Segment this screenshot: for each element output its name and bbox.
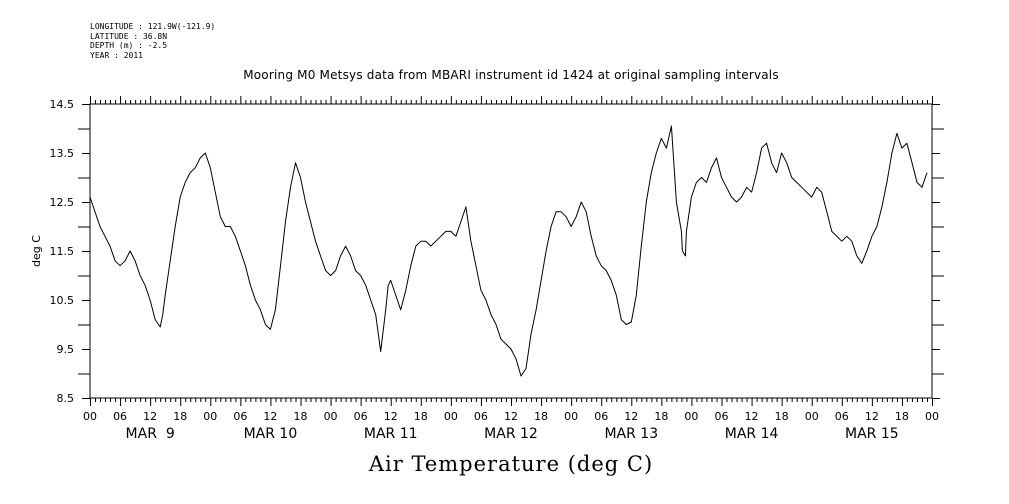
x-tick-label: 06	[233, 410, 247, 423]
x-tick-label: 12	[504, 410, 518, 423]
depth-text: DEPTH (m) : -2.5	[90, 41, 168, 50]
y-tick-label: 13.5	[50, 147, 75, 160]
x-date-label: MAR 13	[604, 426, 658, 442]
x-tick-label: 06	[715, 410, 729, 423]
x-tick-label: 00	[805, 410, 819, 423]
x-tick-label: 00	[925, 410, 939, 423]
x-tick-label: 12	[745, 410, 759, 423]
x-tick-label: 00	[324, 410, 338, 423]
y-tick-label: 14.5	[50, 98, 75, 111]
y-tick-label: 9.5	[57, 343, 75, 356]
y-axis-label: deg C	[30, 235, 43, 267]
y-tick-label: 12.5	[50, 196, 75, 209]
latitude-text: LATITUDE : 36.8N	[90, 31, 168, 41]
x-date-label: MAR 12	[484, 426, 538, 442]
chart-title: Mooring M0 Metsys data from MBARI instru…	[243, 68, 779, 82]
x-tick-label: 12	[263, 410, 277, 423]
x-tick-label: 18	[173, 410, 187, 423]
y-tick-label: 11.5	[50, 245, 75, 258]
x-tick-label: 06	[594, 410, 608, 423]
x-date-label: MAR 15	[845, 426, 899, 442]
x-tick-label: 12	[143, 410, 157, 423]
y-tick-label: 8.5	[57, 392, 75, 405]
x-tick-label: 18	[775, 410, 789, 423]
x-tick-label: 18	[294, 410, 308, 423]
x-date-label: MAR 10	[244, 426, 298, 442]
plot-frame	[89, 103, 933, 399]
x-tick-label: 12	[384, 410, 398, 423]
x-tick-label: 06	[474, 410, 488, 423]
x-tick-label: 12	[865, 410, 879, 423]
x-date-label: MAR 11	[364, 426, 418, 442]
x-tick-label: 00	[564, 410, 578, 423]
y-tick-label: 10.5	[50, 294, 75, 307]
x-tick-label: 00	[444, 410, 458, 423]
x-tick-label: 18	[414, 410, 428, 423]
x-tick-label: 00	[203, 410, 217, 423]
year-text: YEAR : 2011	[90, 50, 143, 60]
x-tick-label: 00	[83, 410, 97, 423]
x-axis-caption: Air Temperature (deg C)	[368, 452, 654, 476]
x-tick-label: 18	[895, 410, 909, 423]
station-metadata: LONGITUDE : 121.9W(-121.9) LATITUDE : 36…	[90, 22, 215, 60]
series-line-air-temperature	[89, 125, 928, 377]
x-tick-label: 18	[654, 410, 668, 423]
longitude-text: LONGITUDE : 121.9W(-121.9)	[90, 22, 216, 31]
x-tick-label: 12	[624, 410, 638, 423]
x-tick-label: 18	[534, 410, 548, 423]
x-date-label: MAR 14	[725, 426, 779, 442]
x-tick-label: 06	[113, 410, 127, 423]
x-tick-label: 00	[684, 410, 698, 423]
x-tick-label: 06	[835, 410, 849, 423]
x-tick-label: 06	[354, 410, 368, 423]
x-date-label: MAR 9	[126, 426, 175, 442]
